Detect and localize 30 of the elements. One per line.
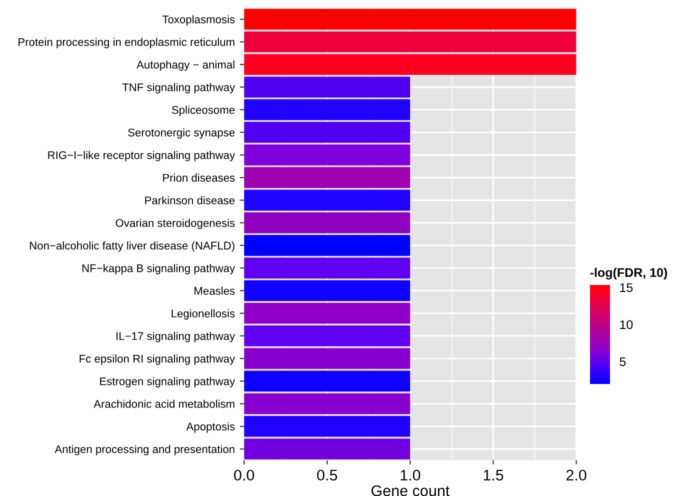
y-tick-label: Ovarian steroidogenesis (116, 218, 235, 230)
y-tick-label: Protein processing in endoplasmic reticulum (18, 38, 234, 48)
y-tick-label: Spliceosome (172, 106, 235, 116)
y-tick-label: Arachidonic acid metabolism (94, 400, 234, 408)
y-tick-label: Prion diseases (163, 174, 235, 182)
y-tick-label: Apoptosis (186, 422, 235, 433)
y-tick-label: Toxoplasmosis (162, 15, 235, 26)
x-tick-label: 0.5 (317, 470, 338, 481)
y-tick-label: NF−kappa B signaling pathway (82, 264, 236, 274)
y-tick-label: Estrogen signaling pathway (100, 377, 236, 388)
x-tick-label: 1.5 (484, 470, 504, 481)
y-tick-label: Fc epsilon RI signaling pathway (80, 354, 236, 365)
color-bar-label: 10 (620, 320, 633, 330)
x-axis-title: Gene count (371, 485, 450, 496)
y-tick-label: TNF signaling pathway (122, 83, 236, 94)
color-bar-label: 5 (620, 357, 626, 366)
y-tick-label: Non−alcoholic fatty liver disease (NAFLD) (30, 241, 234, 252)
y-tick-label: RIG−I−like receptor signaling pathway (48, 150, 236, 162)
y-tick-label: Legionellosis (172, 309, 235, 320)
x-tick-label: 0.0 (234, 470, 254, 481)
y-tick-label: IL−17 signaling pathway (116, 332, 236, 342)
color-bar-title: -log(FDR, 10) (590, 268, 668, 280)
color-bar-label: 15 (620, 283, 633, 292)
x-tick-label: 1.0 (400, 470, 420, 481)
y-tick-label: Measles (194, 286, 235, 295)
y-tick-label: Autophagy − animal (136, 60, 234, 71)
y-tick-label: Parkinson disease (145, 196, 235, 204)
y-tick-label: Serotonergic synapse (128, 128, 235, 139)
y-tick-label: Antigen processing and presentation (54, 444, 234, 456)
x-tick-label: 2.0 (566, 470, 586, 481)
